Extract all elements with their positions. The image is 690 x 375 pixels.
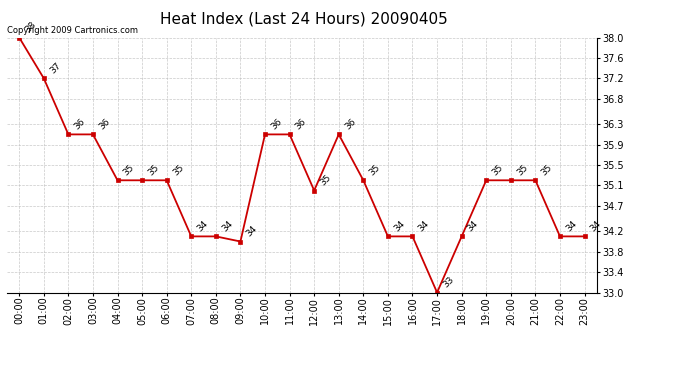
- Text: 38: 38: [23, 20, 38, 35]
- Text: 35: 35: [540, 163, 554, 177]
- Text: 37: 37: [48, 61, 62, 75]
- Text: 34: 34: [244, 224, 259, 239]
- Text: 36: 36: [294, 117, 308, 132]
- Text: 35: 35: [368, 163, 382, 177]
- Text: 34: 34: [589, 219, 603, 234]
- Text: 35: 35: [171, 163, 186, 177]
- Text: 34: 34: [220, 219, 235, 234]
- Text: 35: 35: [318, 173, 333, 188]
- Text: 35: 35: [491, 163, 505, 177]
- Text: 35: 35: [146, 163, 161, 177]
- Text: 36: 36: [269, 117, 284, 132]
- Text: 35: 35: [121, 163, 136, 177]
- Text: 36: 36: [97, 117, 112, 132]
- Text: 33: 33: [441, 275, 455, 290]
- Text: 34: 34: [195, 219, 210, 234]
- Text: 35: 35: [515, 163, 529, 177]
- Text: 34: 34: [417, 219, 431, 234]
- Text: 34: 34: [392, 219, 406, 234]
- Text: 34: 34: [564, 219, 578, 234]
- Text: Copyright 2009 Cartronics.com: Copyright 2009 Cartronics.com: [7, 26, 138, 35]
- Text: Heat Index (Last 24 Hours) 20090405: Heat Index (Last 24 Hours) 20090405: [159, 11, 448, 26]
- Text: 34: 34: [466, 219, 480, 234]
- Text: 36: 36: [72, 117, 87, 132]
- Text: 36: 36: [343, 117, 357, 132]
